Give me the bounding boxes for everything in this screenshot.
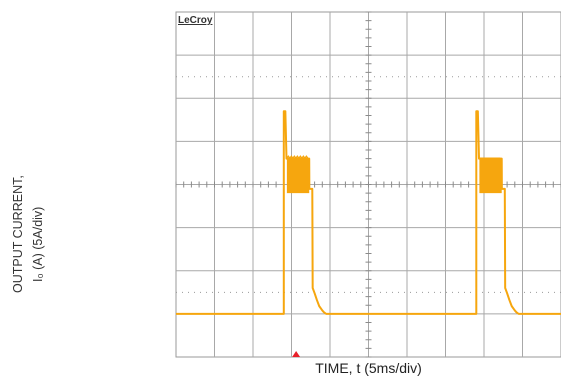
x-axis-label: TIME, t (5ms/div) [315, 360, 422, 376]
burst-region [286, 158, 310, 194]
brand-logo: LeCroy [178, 15, 213, 26]
trigger-marker [292, 351, 301, 357]
burst-region [479, 158, 502, 194]
output-current-trace [176, 110, 561, 315]
burst-edge [286, 155, 309, 160]
trace-line [176, 110, 561, 315]
